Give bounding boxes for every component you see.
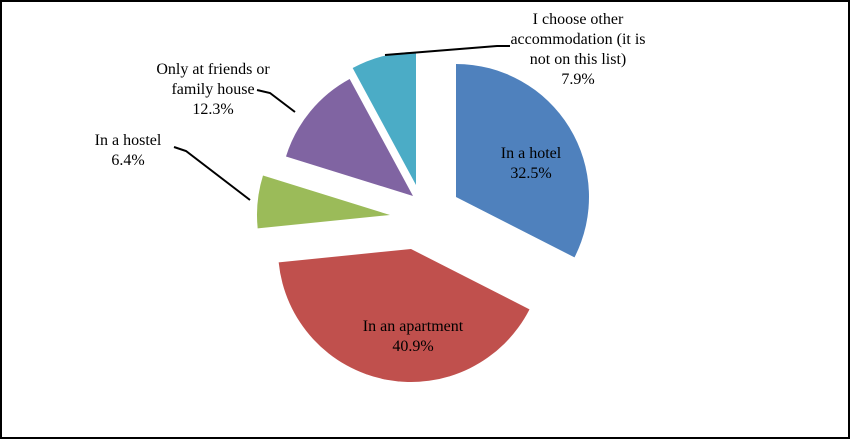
- data-label-category: In a hostel: [95, 132, 162, 149]
- data-label-category: Only at friends or: [156, 61, 270, 78]
- data-labels: In a hotel 32.5% In an apartment 40.9% In a …: [95, 11, 646, 355]
- data-label: In an apartment 40.9%: [363, 318, 464, 355]
- pie-slices: [256, 52, 589, 382]
- data-label-category: In an apartment: [363, 318, 464, 335]
- data-label-category: family house: [171, 81, 254, 98]
- leader-lines: [173, 45, 510, 201]
- leader-line: [173, 146, 251, 201]
- data-label: In a hostel 6.4%: [95, 132, 162, 169]
- data-label-percent: 12.3%: [192, 101, 233, 118]
- data-label: I choose other accommodation (it is not on…: [510, 11, 645, 88]
- pie-slice-only-at-friends-or-family-house: [286, 79, 413, 196]
- pie-slice-in-a-hotel: [456, 64, 589, 258]
- data-label-category: In a hotel: [501, 145, 562, 162]
- leader-line: [256, 89, 296, 113]
- leader-line: [384, 45, 510, 56]
- data-label-percent: 7.9%: [561, 71, 594, 88]
- pie-slice-in-a-hostel: [256, 175, 390, 229]
- data-label: Only at friends or family house 12.3%: [156, 61, 270, 118]
- pie-slice-in-an-apartment: [278, 249, 530, 382]
- pie-slice-i-choose-other-accommodation-it-is-not-on-this-list: [352, 52, 416, 185]
- data-label-percent: 32.5%: [510, 165, 551, 182]
- data-label: In a hotel 32.5%: [501, 145, 562, 182]
- data-label-category: accommodation (it is: [510, 31, 645, 48]
- data-label-category: not on this list): [530, 51, 626, 68]
- data-label-percent: 40.9%: [392, 338, 433, 355]
- data-label-percent: 6.4%: [111, 152, 144, 169]
- data-label-category: I choose other: [533, 11, 624, 28]
